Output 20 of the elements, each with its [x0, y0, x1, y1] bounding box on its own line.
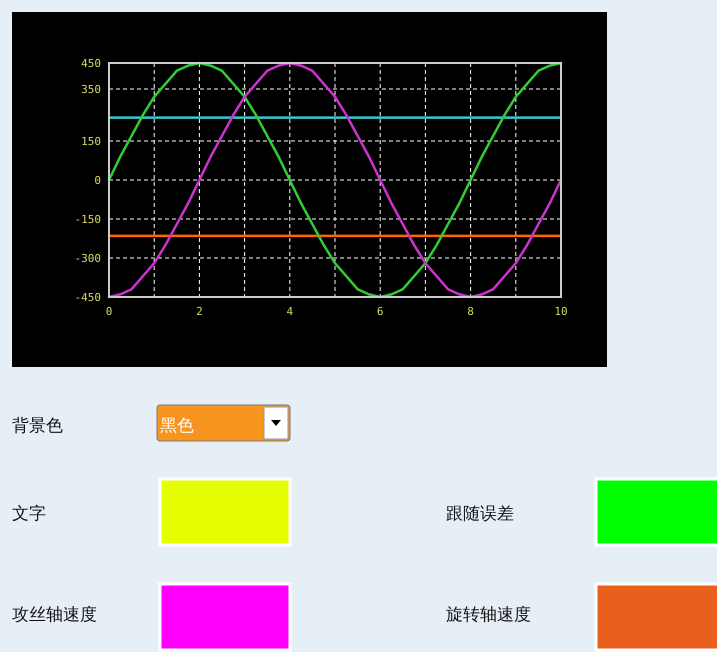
- y-tick-label: 0: [94, 174, 101, 187]
- y-tick-label: -150: [74, 213, 101, 226]
- x-tick-label: 0: [106, 305, 112, 318]
- x-tick-label: 4: [286, 305, 294, 318]
- y-tick-label: 350: [81, 83, 101, 96]
- x-tick-label: 8: [467, 305, 474, 318]
- y-tick-label: 150: [81, 135, 101, 148]
- text: 攻丝轴速度: [12, 605, 97, 625]
- x-tick-label: 2: [196, 305, 203, 318]
- text: 旋转轴速度: [446, 605, 531, 625]
- text: 跟随误差: [446, 504, 514, 524]
- y-tick-label: -300: [74, 252, 101, 265]
- y-tick-label: -450: [74, 291, 101, 304]
- line-series: [108, 62, 562, 298]
- x-tick-label: 10: [554, 305, 568, 318]
- x-tick-label: 6: [376, 305, 384, 318]
- text: 背景色: [12, 416, 63, 436]
- y-tick-label: 450: [81, 57, 101, 70]
- text: 黑色: [160, 416, 194, 436]
- text: 文字: [12, 504, 46, 524]
